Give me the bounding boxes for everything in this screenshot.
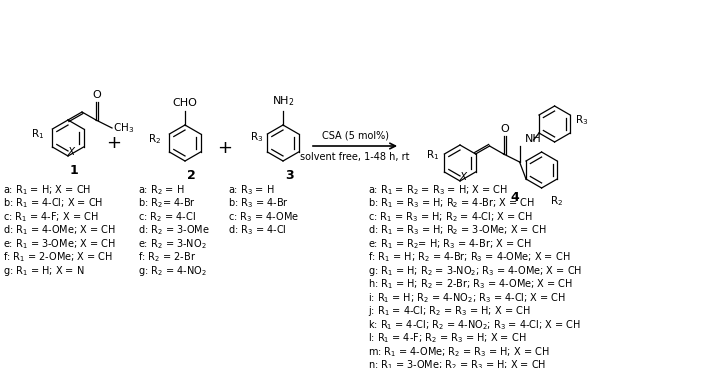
Text: f: R$_1$ = H; R$_2$ = 4-Br; R$_3$ = 4-OMe; X = CH: f: R$_1$ = H; R$_2$ = 4-Br; R$_3$ = 4-OM…	[368, 251, 571, 264]
Text: c: R$_2$ = 4-Cl: c: R$_2$ = 4-Cl	[138, 210, 196, 224]
Text: NH: NH	[525, 134, 541, 144]
Text: d: R$_1$ = 4-OMe; X = CH: d: R$_1$ = 4-OMe; X = CH	[3, 223, 116, 237]
Text: g: R$_1$ = H; X = N: g: R$_1$ = H; X = N	[3, 264, 84, 278]
Text: c: R$_1$ = 4-F; X = CH: c: R$_1$ = 4-F; X = CH	[3, 210, 99, 224]
Text: d: R$_3$ = 4-Cl: d: R$_3$ = 4-Cl	[228, 223, 287, 237]
Text: R$_3$: R$_3$	[250, 130, 263, 144]
Text: b: R$_3$ = 4-Br: b: R$_3$ = 4-Br	[228, 197, 289, 210]
Text: g: R$_2$ = 4-NO$_2$: g: R$_2$ = 4-NO$_2$	[138, 264, 207, 278]
Text: R$_1$: R$_1$	[425, 148, 439, 162]
Text: 2: 2	[187, 169, 195, 182]
Text: i: R$_1$ = H; R$_2$ = 4-NO$_2$; R$_3$ = 4-Cl; X = CH: i: R$_1$ = H; R$_2$ = 4-NO$_2$; R$_3$ = …	[368, 291, 566, 305]
Text: c: R$_3$ = 4-OMe: c: R$_3$ = 4-OMe	[228, 210, 299, 224]
Text: R$_1$: R$_1$	[31, 127, 44, 141]
Text: a: R$_2$ = H: a: R$_2$ = H	[138, 183, 184, 197]
Text: R$_2$: R$_2$	[148, 132, 161, 146]
Text: +: +	[217, 139, 232, 157]
Text: j: R$_1$ = 4-Cl; R$_2$ = R$_3$ = H; X = CH: j: R$_1$ = 4-Cl; R$_2$ = R$_3$ = H; X = …	[368, 304, 531, 318]
Text: m: R$_1$ = 4-OMe; R$_2$ = R$_3$ = H; X = CH: m: R$_1$ = 4-OMe; R$_2$ = R$_3$ = H; X =…	[368, 345, 550, 359]
Text: f: R$_1$ = 2-OMe; X = CH: f: R$_1$ = 2-OMe; X = CH	[3, 251, 113, 264]
Text: h: R$_1$ = H; R$_2$ = 2-Br; R$_3$ = 4-OMe; X = CH: h: R$_1$ = H; R$_2$ = 2-Br; R$_3$ = 4-OM…	[368, 277, 573, 291]
Text: CHO: CHO	[172, 98, 197, 108]
Text: k: R$_1$ = 4-Cl; R$_2$ = 4-NO$_2$; R$_3$ = 4-Cl; X = CH: k: R$_1$ = 4-Cl; R$_2$ = 4-NO$_2$; R$_3$…	[368, 318, 581, 332]
Text: c: R$_1$ = R$_3$ = H; R$_2$ = 4-Cl; X = CH: c: R$_1$ = R$_3$ = H; R$_2$ = 4-Cl; X = …	[368, 210, 533, 224]
Text: a: R$_3$ = H: a: R$_3$ = H	[228, 183, 275, 197]
Text: O: O	[93, 90, 102, 100]
Text: b: R$_1$ = R$_3$ = H; R$_2$ = 4-Br; X = CH: b: R$_1$ = R$_3$ = H; R$_2$ = 4-Br; X = …	[368, 197, 535, 210]
Text: X: X	[67, 147, 74, 157]
Text: e: R$_1$ = R$_2$= H; R$_3$ = 4-Br; X = CH: e: R$_1$ = R$_2$= H; R$_3$ = 4-Br; X = C…	[368, 237, 532, 251]
Text: d: R$_1$ = R$_3$ = H; R$_2$ = 3-OMe; X = CH: d: R$_1$ = R$_3$ = H; R$_2$ = 3-OMe; X =…	[368, 223, 546, 237]
Text: R$_3$: R$_3$	[575, 113, 588, 127]
Text: 1: 1	[69, 164, 79, 177]
Text: CSA (5 mol%): CSA (5 mol%)	[322, 130, 388, 140]
Text: e: R$_2$ = 3-NO$_2$: e: R$_2$ = 3-NO$_2$	[138, 237, 207, 251]
Text: a: R$_1$ = R$_2$ = R$_3$ = H; X = CH: a: R$_1$ = R$_2$ = R$_3$ = H; X = CH	[368, 183, 508, 197]
Text: 4: 4	[511, 191, 519, 204]
Text: f: R$_2$ = 2-Br: f: R$_2$ = 2-Br	[138, 251, 196, 264]
Text: g: R$_1$ = H; R$_2$ = 3-NO$_2$; R$_3$ = 4-OMe; X = CH: g: R$_1$ = H; R$_2$ = 3-NO$_2$; R$_3$ = …	[368, 264, 582, 278]
Text: solvent free, 1-48 h, rt: solvent free, 1-48 h, rt	[300, 152, 410, 162]
Text: b: R$_2$= 4-Br: b: R$_2$= 4-Br	[138, 197, 196, 210]
Text: b: R$_1$ = 4-Cl; X = CH: b: R$_1$ = 4-Cl; X = CH	[3, 197, 103, 210]
Text: CH$_3$: CH$_3$	[113, 121, 134, 135]
Text: NH$_2$: NH$_2$	[272, 94, 295, 108]
Text: 3: 3	[285, 169, 293, 182]
Text: O: O	[500, 124, 509, 134]
Text: d: R$_2$ = 3-OMe: d: R$_2$ = 3-OMe	[138, 223, 209, 237]
Text: a: R$_1$ = H; X = CH: a: R$_1$ = H; X = CH	[3, 183, 92, 197]
Text: e: R$_1$ = 3-OMe; X = CH: e: R$_1$ = 3-OMe; X = CH	[3, 237, 116, 251]
Text: l: R$_1$ = 4-F; R$_2$ = R$_3$ = H; X = CH: l: R$_1$ = 4-F; R$_2$ = R$_3$ = H; X = C…	[368, 332, 526, 345]
Text: n: R$_1$ = 3-OMe; R$_2$ = R$_3$ = H; X = CH: n: R$_1$ = 3-OMe; R$_2$ = R$_3$ = H; X =…	[368, 358, 546, 368]
Text: X: X	[460, 172, 467, 182]
Text: R$_2$: R$_2$	[550, 194, 563, 208]
Text: +: +	[107, 134, 122, 152]
